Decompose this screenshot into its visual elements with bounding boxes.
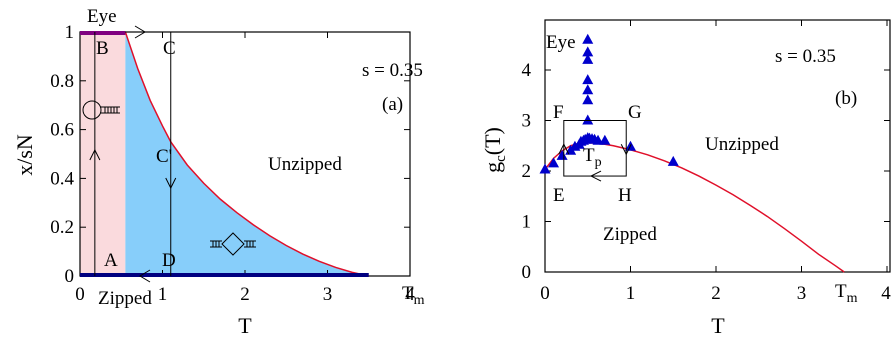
y-tick-label: 1 [522, 212, 532, 233]
point-e-label: E [553, 185, 565, 206]
data-marker [556, 149, 568, 160]
x-tick-label: 4 [405, 284, 415, 305]
panel-b-frame [544, 19, 891, 273]
data-marker [582, 84, 594, 95]
y-tick-label: 4 [522, 60, 532, 81]
x-tick-label: 0 [540, 283, 550, 304]
point-tp-label: Tp [583, 145, 602, 170]
panel-a-zipped-label: Zipped [98, 288, 152, 309]
data-marker [582, 33, 594, 44]
panel-a-label: (a) [382, 94, 403, 115]
panel-b-ticks: 0 1 2 3 4 0 1 2 3 4 [522, 20, 891, 304]
panel-b-path-box [558, 120, 632, 182]
panel-b-xlabel: T [711, 313, 725, 338]
arrow-left-da [139, 269, 151, 283]
y-tick-label: 0 [522, 262, 532, 283]
data-marker [548, 157, 560, 168]
panel-a-param: s = 0.35 [362, 60, 423, 81]
data-marker [582, 94, 594, 105]
data-marker [599, 134, 611, 145]
panel-b-zipped-label: Zipped [603, 224, 657, 245]
data-marker [539, 163, 551, 174]
data-marker [582, 114, 594, 125]
data-marker [667, 155, 679, 166]
panel-b-unzipped-label: Unzipped [705, 134, 779, 155]
panel-a-tm-tick: Tm [402, 283, 425, 308]
point-b-label: B [96, 38, 109, 59]
x-tick-label: 3 [323, 284, 333, 305]
x-tick-label: 0 [75, 284, 85, 305]
panel-b-ylabel: gc(T) [480, 127, 509, 173]
panel-b-markers [539, 33, 679, 174]
x-tick-label: 1 [626, 283, 636, 304]
point-f-label: F [553, 102, 564, 123]
y-tick-label: 0.8 [50, 71, 74, 92]
panel-a-ticks: 0 1 2 3 4 0 0.2 0.4 0.6 0.8 1 [50, 22, 415, 305]
y-tick-label: 0.4 [50, 168, 74, 189]
y-tick-label: 0.6 [50, 120, 74, 141]
bubble-icon [210, 232, 256, 256]
arrow-up-ab [89, 148, 101, 161]
panel-b-param: s = 0.35 [775, 46, 836, 67]
panel-a-unzipped-label: Unzipped [268, 154, 342, 175]
arrow-down-cd [165, 177, 177, 190]
arrow-up-ef [558, 143, 570, 155]
mixed-region-fill [125, 32, 369, 276]
panel-b-tm-tick: Tm [835, 281, 858, 306]
phase-boundary-curve [124, 31, 369, 277]
panel-b-eye-label: Eye [546, 32, 576, 53]
panel-b: 0 1 2 3 4 0 1 2 3 4 gc(T) T s = 0.35 (b) Unzipped… [480, 19, 891, 338]
point-a-label: A [104, 250, 118, 271]
x-tick-label: 1 [158, 284, 168, 305]
panel-a-fills [80, 32, 369, 276]
path-box [563, 120, 627, 177]
x-tick-label: 2 [240, 284, 250, 305]
y-tick-label: 0.2 [50, 217, 74, 238]
data-marker [582, 74, 594, 85]
hairpin-icon [82, 100, 120, 120]
y-tick-label: 0 [65, 266, 75, 287]
arrow-left-he [589, 170, 602, 182]
y-tick-label: 3 [522, 111, 532, 132]
point-c-label: C [163, 38, 176, 59]
x-tick-label: 3 [797, 283, 807, 304]
y-tick-label: 2 [522, 161, 532, 182]
panel-a-xlabel: T [238, 313, 252, 338]
point-c-prime-label: C' [156, 146, 172, 167]
arrow-down-gh [620, 144, 632, 156]
eye-region-fill [80, 32, 126, 276]
panel-a-ylabel: x/sN [12, 134, 37, 176]
x-tick-label: 4 [881, 283, 891, 304]
point-h-label: H [618, 185, 632, 206]
panel-a-eye-label: Eye [87, 6, 117, 27]
panel-a: 0 1 2 3 400.20.40.60.81 x/sN T s = 0.35 (a) … [12, 6, 425, 338]
panel-a-curve-group [80, 25, 369, 283]
point-g-label: G [628, 102, 642, 123]
panel-b-label: (b) [835, 88, 857, 109]
y-tick-label: 1 [65, 22, 75, 43]
data-marker [582, 53, 594, 64]
point-d-label: D [162, 250, 176, 271]
data-marker [582, 46, 594, 57]
x-tick-label: 2 [711, 283, 721, 304]
